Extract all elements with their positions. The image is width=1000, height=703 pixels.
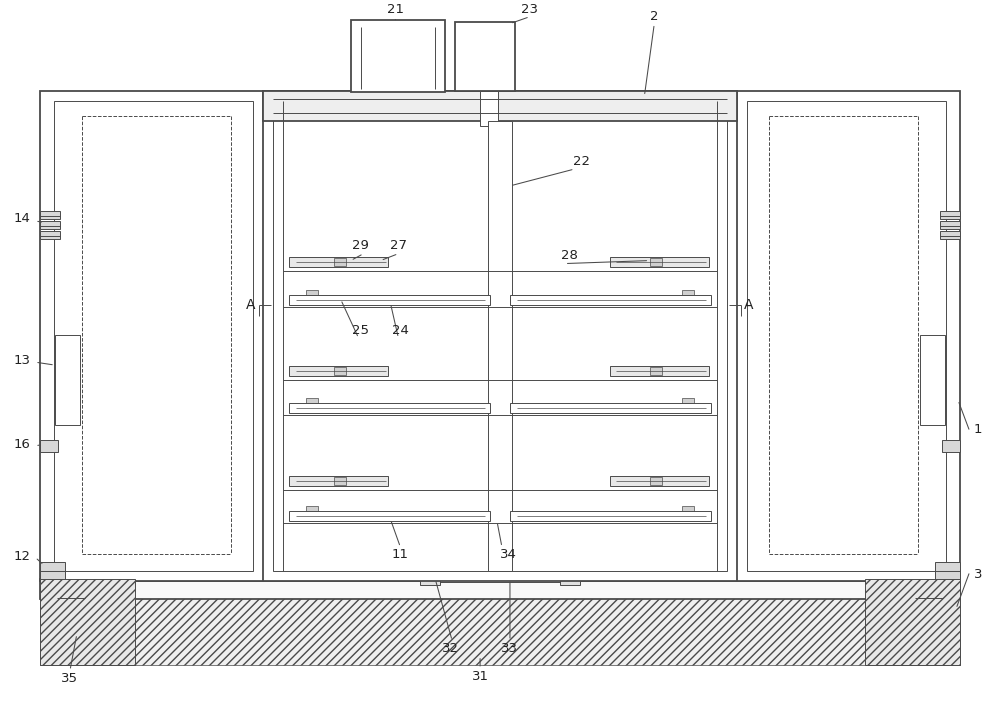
Bar xyxy=(40,91,264,581)
Bar xyxy=(940,221,960,228)
Bar xyxy=(650,257,662,266)
Text: 16: 16 xyxy=(14,438,31,451)
Text: 3: 3 xyxy=(974,568,982,581)
Bar xyxy=(57,591,85,605)
Bar xyxy=(942,440,960,452)
Bar xyxy=(940,231,960,239)
Bar xyxy=(610,366,709,376)
Text: 29: 29 xyxy=(352,239,369,252)
Bar xyxy=(289,403,490,413)
Bar xyxy=(682,506,694,517)
Bar xyxy=(40,579,960,599)
Bar xyxy=(915,591,943,605)
Bar xyxy=(334,257,346,266)
Bar xyxy=(263,91,737,121)
Bar xyxy=(334,477,346,484)
Bar xyxy=(650,477,662,484)
Bar xyxy=(289,476,388,486)
Bar xyxy=(306,290,318,300)
Bar xyxy=(560,569,580,585)
Text: 25: 25 xyxy=(352,324,369,337)
Bar xyxy=(650,367,662,375)
Bar xyxy=(488,121,512,572)
Text: 2: 2 xyxy=(650,10,659,23)
Bar xyxy=(40,597,960,665)
Text: 23: 23 xyxy=(521,4,538,16)
Bar xyxy=(423,572,577,582)
Bar xyxy=(682,398,694,408)
Text: 12: 12 xyxy=(14,550,31,563)
Bar xyxy=(289,512,490,522)
Bar xyxy=(306,506,318,517)
Bar xyxy=(920,335,945,425)
Text: 31: 31 xyxy=(472,670,489,683)
Bar xyxy=(142,573,858,581)
Text: 11: 11 xyxy=(392,548,409,561)
Bar xyxy=(40,569,960,581)
Bar xyxy=(40,440,58,452)
Bar xyxy=(610,257,709,266)
Bar xyxy=(263,91,737,581)
Bar xyxy=(682,290,694,300)
Bar xyxy=(289,366,388,376)
Text: 13: 13 xyxy=(14,354,31,367)
Bar xyxy=(865,579,960,665)
Text: 27: 27 xyxy=(390,239,407,252)
Bar xyxy=(575,573,769,581)
Text: 33: 33 xyxy=(501,643,518,655)
Text: 1: 1 xyxy=(974,423,982,437)
Bar xyxy=(273,101,727,572)
Bar xyxy=(55,335,80,425)
Bar xyxy=(480,91,498,126)
Text: 32: 32 xyxy=(442,643,459,655)
Bar xyxy=(306,398,318,408)
Bar xyxy=(351,20,445,92)
Bar xyxy=(510,512,711,522)
Text: 22: 22 xyxy=(573,155,590,167)
Bar xyxy=(289,295,490,305)
Bar xyxy=(289,257,388,266)
Text: A: A xyxy=(744,298,754,312)
Bar xyxy=(747,101,946,572)
Text: A: A xyxy=(246,298,256,312)
Bar xyxy=(40,231,60,239)
Bar xyxy=(40,562,65,580)
Text: 28: 28 xyxy=(561,249,578,262)
Text: 21: 21 xyxy=(387,4,404,16)
Text: 14: 14 xyxy=(14,212,31,225)
Bar xyxy=(940,211,960,219)
Bar xyxy=(935,562,960,580)
Bar xyxy=(54,101,253,572)
Text: 34: 34 xyxy=(500,548,516,561)
Bar xyxy=(736,91,960,581)
Bar xyxy=(40,221,60,228)
Bar xyxy=(40,211,60,219)
Text: 24: 24 xyxy=(392,324,409,337)
Bar xyxy=(334,367,346,375)
Bar xyxy=(610,476,709,486)
Bar xyxy=(231,573,425,581)
Bar xyxy=(455,22,515,91)
Bar xyxy=(510,403,711,413)
Bar xyxy=(420,569,440,585)
Bar xyxy=(40,579,135,665)
Text: 35: 35 xyxy=(61,672,78,685)
Bar xyxy=(510,295,711,305)
